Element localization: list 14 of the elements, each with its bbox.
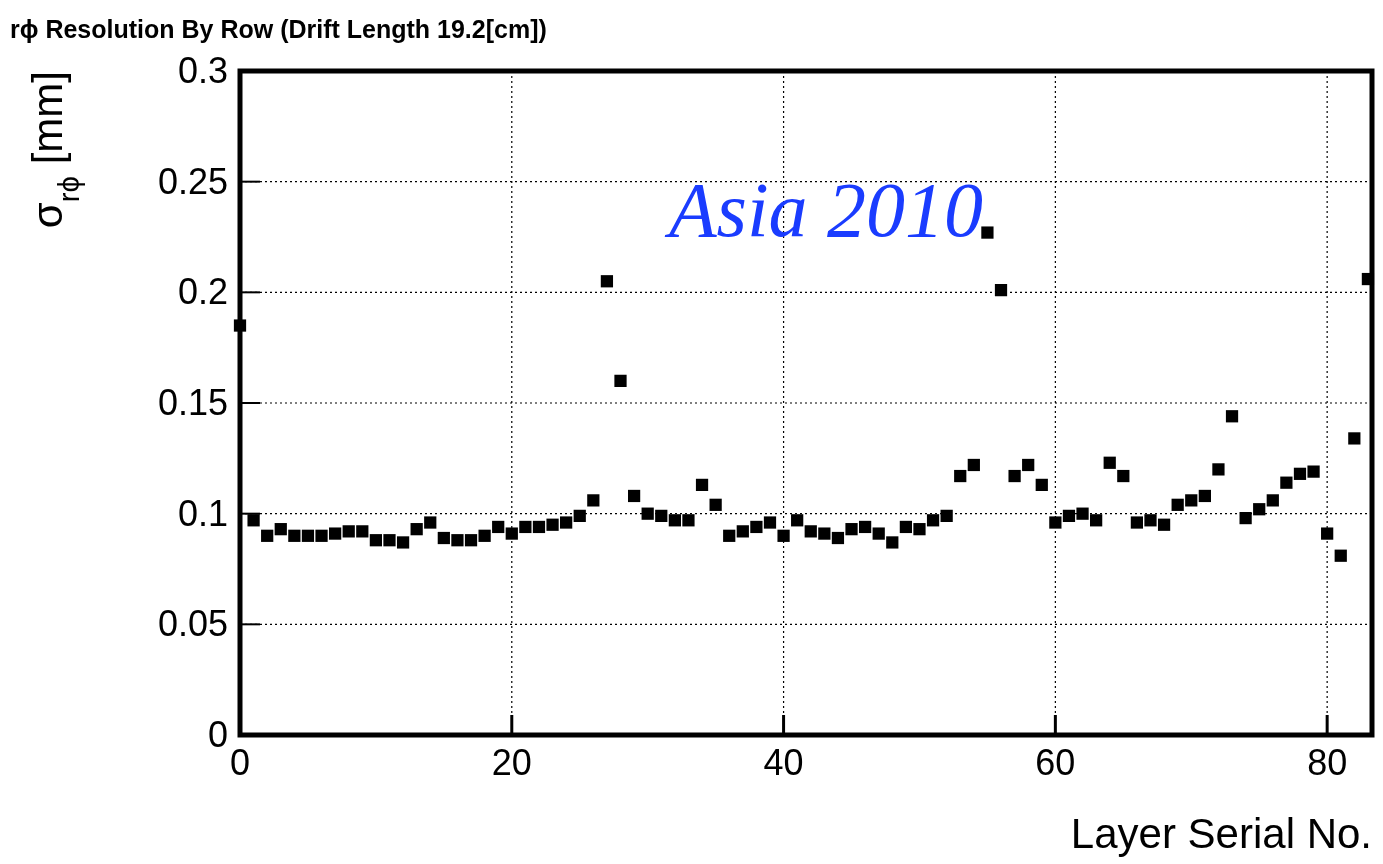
y-tick-label: 0	[207, 714, 228, 755]
x-tick-label: 40	[763, 742, 804, 783]
x-axis-title: Layer Serial No.	[1070, 810, 1372, 857]
y-tick-label: 0.2	[177, 271, 228, 313]
chart-title: rϕ Resolution By Row (Drift Length 19.2[cm])	[10, 15, 547, 43]
y-tick-label: 0.3	[177, 50, 228, 91]
y-tick-label: 0.1	[177, 492, 228, 534]
x-tick-label: 60	[1035, 742, 1076, 783]
y-tick-label: 0.25	[157, 160, 228, 202]
x-tick-label: 80	[1307, 742, 1348, 783]
y-tick-label: 0.05	[157, 603, 228, 645]
annotation: Asia 2010	[663, 166, 984, 253]
x-tick-label: 20	[491, 742, 532, 783]
y-tick-label: 0.15	[157, 382, 228, 423]
